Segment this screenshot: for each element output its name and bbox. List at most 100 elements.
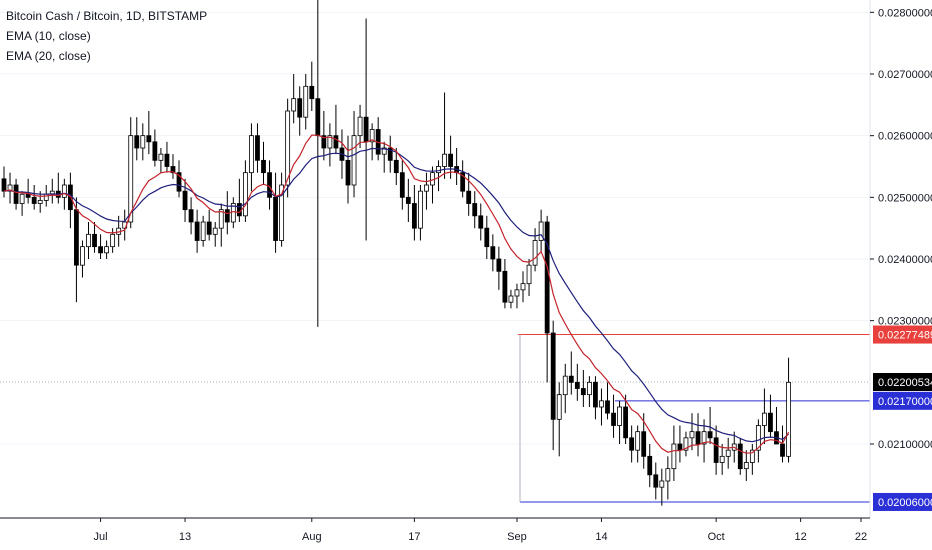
candle (158, 148, 164, 173)
candle (689, 413, 695, 451)
candle-body (255, 135, 260, 161)
candle (737, 437, 743, 475)
y-tick-label: 0.02100000 (878, 439, 932, 451)
candle-body (786, 381, 791, 457)
candle (279, 172, 285, 247)
candle-body (418, 190, 423, 229)
candle-body (629, 437, 635, 451)
candles (1, 0, 791, 506)
candle-body (291, 98, 297, 112)
candle (249, 123, 254, 192)
candle (677, 425, 683, 463)
candle-body (514, 289, 520, 297)
candle (599, 388, 604, 426)
candle-body (605, 400, 610, 414)
price-tags: 0.02277489 0.02200534 0.02170000 0.02006000 (873, 325, 932, 511)
candle (496, 246, 502, 290)
y-tick-label: 0.02600000 (878, 131, 932, 143)
x-tick-label: 12 (794, 531, 806, 543)
price-tag-box (873, 325, 932, 344)
price-tag-label: 0.02200534 (878, 377, 932, 389)
candle (526, 259, 532, 296)
candle (762, 388, 767, 444)
candle (357, 104, 363, 148)
time-axis[interactable]: Jul 13 Aug 17 Sep 14 Oct 12 22 (94, 518, 868, 543)
ema20-legend[interactable]: EMA (20, close) (6, 49, 91, 63)
candle-body (743, 462, 749, 470)
candle (200, 215, 206, 247)
ema10-legend[interactable]: EMA (10, close) (6, 29, 91, 43)
candle-body (104, 246, 109, 254)
candle (110, 228, 116, 253)
candle-body (206, 221, 212, 235)
candle (182, 178, 188, 222)
candle (206, 209, 212, 241)
candle (297, 86, 303, 136)
candle-body (345, 159, 351, 186)
candle (532, 228, 538, 272)
candle (538, 209, 544, 253)
candle-body (641, 431, 647, 457)
candle (128, 117, 134, 229)
candle (484, 215, 490, 259)
candle (478, 203, 484, 241)
candle (218, 203, 224, 247)
candle-body (315, 98, 321, 137)
candle (586, 376, 592, 407)
candle-body (43, 193, 49, 201)
candle (460, 160, 466, 198)
candle (31, 185, 37, 210)
candle-body (92, 233, 97, 248)
candle-body (472, 203, 478, 217)
candle-body (279, 184, 285, 241)
candle-body (580, 388, 586, 396)
candle (490, 234, 496, 272)
candle (695, 413, 701, 457)
price-axis[interactable]: 0.02800000 0.02700000 0.02600000 0.02500000… (870, 7, 932, 451)
candle-body (164, 153, 170, 167)
x-tick-label: 22 (855, 531, 867, 543)
candle (194, 209, 200, 253)
candle (285, 98, 291, 198)
candle (605, 382, 610, 420)
candle (780, 425, 785, 463)
x-tick-label: 14 (595, 531, 607, 543)
candle-body (134, 135, 140, 149)
symbol-title[interactable]: Bitcoin Cash / Bitcoin, 1D, BITSTAMP (6, 9, 208, 23)
candle (267, 160, 272, 210)
candle (188, 197, 194, 235)
candle (19, 191, 25, 216)
candle (707, 407, 713, 444)
candle-body (647, 455, 653, 476)
candle (49, 178, 55, 204)
price-tag-resistance: 0.02277489 (873, 325, 932, 344)
candle (140, 123, 146, 161)
candle (273, 172, 278, 253)
candle-body (725, 449, 731, 457)
candle-body (460, 172, 466, 192)
candle (755, 419, 761, 463)
candle-body (617, 406, 622, 426)
candle-body (502, 270, 508, 303)
y-tick-label: 0.02800000 (878, 7, 932, 19)
candle-body (544, 221, 550, 334)
candle (86, 222, 91, 259)
candle (327, 123, 333, 167)
candle-body (532, 240, 538, 266)
candle (472, 191, 478, 229)
candle-body (327, 135, 333, 149)
candle-body (719, 455, 725, 463)
candle (683, 431, 689, 457)
candle (568, 351, 574, 395)
candle (659, 468, 665, 506)
candle-body (484, 227, 490, 248)
candle (55, 172, 61, 204)
price-tag-label: 0.02006000 (878, 497, 932, 509)
candle-body (212, 227, 218, 235)
x-tick-label: Jul (94, 531, 108, 543)
candle (291, 74, 297, 124)
candle-body (683, 437, 689, 451)
candle-body (236, 203, 242, 217)
candle-body (677, 443, 683, 451)
